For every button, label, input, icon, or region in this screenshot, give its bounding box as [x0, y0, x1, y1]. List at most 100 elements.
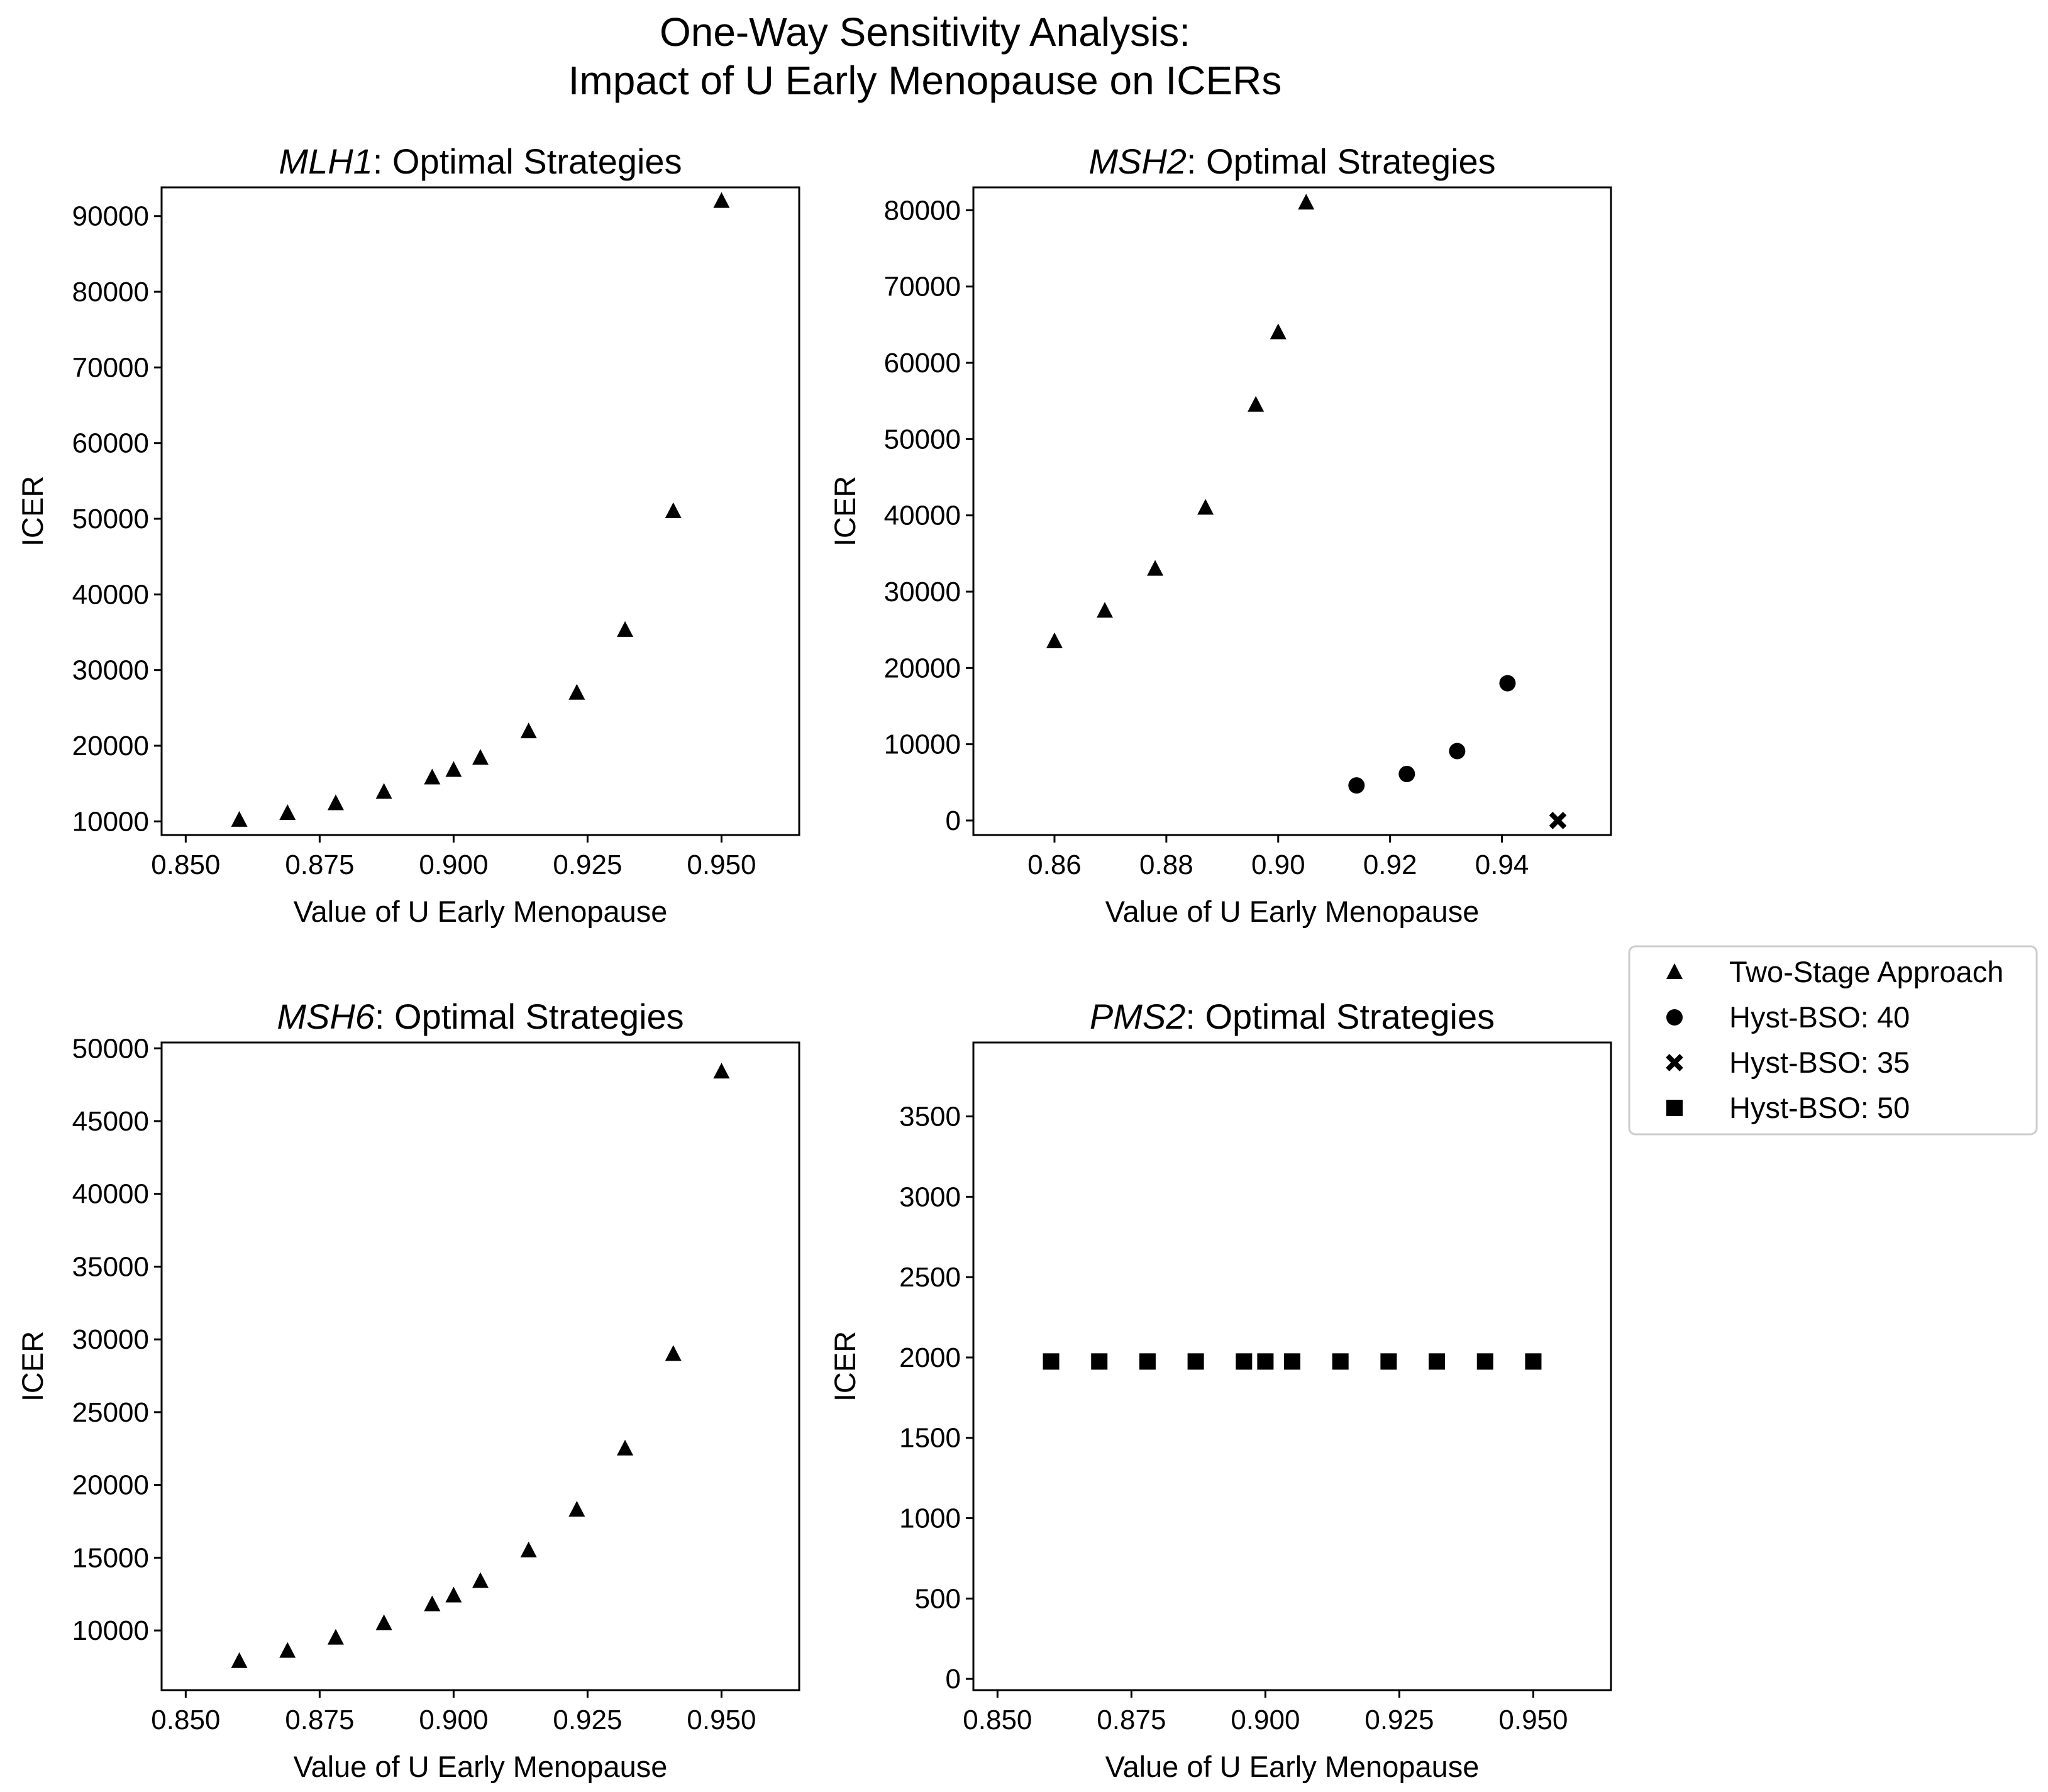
- y-tick-label: 60000: [72, 428, 149, 459]
- data-point-triangle: [665, 1345, 682, 1361]
- legend-marker-x-cross: [1666, 1054, 1683, 1071]
- data-point-triangle: [327, 1629, 344, 1645]
- data-point-square: [1332, 1353, 1349, 1370]
- y-tick-label: 90000: [72, 201, 149, 232]
- x-tick-label: 0.94: [1475, 849, 1529, 880]
- x-tick-label: 0.86: [1027, 849, 1082, 880]
- y-tick-label: 1500: [899, 1423, 961, 1454]
- subplot-mlh1: MLH1: Optimal Strategies 0.850 0.875 0.900 0…: [16, 141, 800, 928]
- data-point-triangle: [1046, 632, 1063, 648]
- figure-title-line-2: Impact of U Early Menopause on ICERs: [568, 58, 1282, 103]
- x-tick-label: 0.925: [1364, 1705, 1434, 1735]
- x-tick-label: 0.92: [1363, 849, 1417, 880]
- x-tick-label: 0.900: [419, 1705, 488, 1735]
- x-tick-label: 0.925: [553, 1705, 622, 1735]
- y-tick-label: 20000: [884, 653, 961, 683]
- data-point-triangle: [713, 1063, 730, 1079]
- subplot-title: MSH6: Optimal Strategies: [277, 997, 684, 1036]
- legend-frame: [1628, 945, 2038, 1136]
- y-tick-label: 10000: [884, 729, 961, 760]
- y-tick-label: 80000: [884, 195, 961, 226]
- y-tick-label: 30000: [884, 577, 961, 607]
- data-point-triangle: [1097, 602, 1114, 618]
- plot-frame: [972, 1041, 1612, 1691]
- y-tick-label: 0: [946, 1664, 961, 1695]
- x-tick-label: 0.90: [1251, 849, 1305, 880]
- subplot-title: MLH1: Optimal Strategies: [279, 141, 682, 181]
- data-point-triangle: [327, 794, 344, 810]
- data-point-square: [1429, 1353, 1446, 1370]
- data-point-square: [1257, 1353, 1274, 1370]
- data-point-triangle: [279, 804, 296, 821]
- data-point-triangle: [665, 502, 682, 518]
- x-tick-label: 0.875: [285, 849, 354, 880]
- y-tick-label: 3000: [899, 1181, 961, 1212]
- data-point-square: [1043, 1353, 1060, 1370]
- legend: Two-Stage Approach Hyst-BSO: 40 Hyst-BSO: …: [1628, 945, 2038, 1136]
- data-point-circle: [1348, 777, 1365, 794]
- legend-entry-label: Two-Stage Approach: [1729, 955, 2003, 988]
- subplot-pms2: PMS2: Optimal Strategies 0.850 0.875 0.900 0…: [828, 997, 1612, 1783]
- data-point-triangle: [279, 1642, 296, 1658]
- y-axis-label: ICER: [828, 1331, 861, 1402]
- data-point-triangle: [520, 1541, 537, 1557]
- legend-marker-circle: [1666, 1009, 1683, 1026]
- x-axis-label: Value of U Early Menopause: [1105, 895, 1480, 928]
- x-tick-label: 0.88: [1139, 849, 1193, 880]
- y-tick-label: 50000: [72, 504, 149, 534]
- data-point-circle: [1449, 743, 1466, 760]
- y-tick-label: 500: [915, 1583, 961, 1614]
- data-point-square: [1525, 1353, 1542, 1370]
- data-point-square: [1284, 1353, 1300, 1370]
- y-axis-label: ICER: [16, 476, 49, 546]
- y-tick-label: 50000: [884, 424, 961, 455]
- x-tick-label: 0.950: [687, 1705, 756, 1735]
- data-point-circle: [1499, 675, 1516, 692]
- y-tick-label: 20000: [72, 731, 149, 761]
- data-point-x-cross: [1549, 812, 1567, 829]
- data-point-triangle: [424, 768, 441, 785]
- y-axis-label: ICER: [828, 476, 861, 546]
- x-tick-label: 0.900: [419, 849, 488, 880]
- legend-entry-label: Hyst-BSO: 35: [1729, 1046, 1910, 1079]
- subplot-title: PMS2: Optimal Strategies: [1090, 997, 1495, 1036]
- data-point-square: [1091, 1353, 1108, 1370]
- x-tick-label: 0.875: [1097, 1705, 1166, 1735]
- x-tick-label: 0.900: [1231, 1705, 1300, 1735]
- y-tick-label: 80000: [72, 277, 149, 307]
- y-tick-label: 20000: [72, 1470, 149, 1501]
- data-point-triangle: [1147, 560, 1164, 576]
- y-tick-label: 15000: [72, 1542, 149, 1573]
- legend-entry-label: Hyst-BSO: 40: [1729, 1000, 1910, 1034]
- data-point-triangle: [713, 192, 730, 208]
- y-tick-label: 70000: [72, 352, 149, 383]
- x-tick-label: 0.850: [151, 1705, 220, 1735]
- y-tick-label: 3500: [899, 1102, 961, 1132]
- y-tick-label: 2500: [899, 1262, 961, 1293]
- data-point-triangle: [472, 1572, 489, 1588]
- y-tick-label: 10000: [72, 806, 149, 837]
- subplot-msh6: MSH6: Optimal Strategies 0.850 0.875 0.900 0…: [16, 997, 800, 1783]
- y-tick-label: 40000: [884, 501, 961, 531]
- plot-frame: [972, 186, 1612, 836]
- data-point-triangle: [1298, 194, 1315, 210]
- x-axis-label: Value of U Early Menopause: [294, 895, 668, 928]
- data-point-triangle: [472, 749, 489, 765]
- data-point-triangle: [568, 1500, 585, 1517]
- data-point-triangle: [1197, 499, 1214, 515]
- data-point-triangle: [375, 1614, 392, 1630]
- legend-entry-label: Hyst-BSO: 50: [1729, 1091, 1910, 1124]
- data-point-square: [1476, 1353, 1493, 1370]
- data-point-triangle: [445, 1586, 462, 1603]
- plot-frame: [160, 186, 800, 836]
- y-tick-label: 70000: [884, 272, 961, 302]
- y-axis-label: ICER: [16, 1331, 49, 1402]
- data-point-triangle: [231, 810, 248, 827]
- y-tick-label: 45000: [72, 1106, 149, 1137]
- y-tick-label: 60000: [884, 348, 961, 379]
- y-tick-label: 2000: [899, 1342, 961, 1373]
- data-point-triangle: [445, 761, 462, 777]
- data-point-triangle: [520, 722, 537, 739]
